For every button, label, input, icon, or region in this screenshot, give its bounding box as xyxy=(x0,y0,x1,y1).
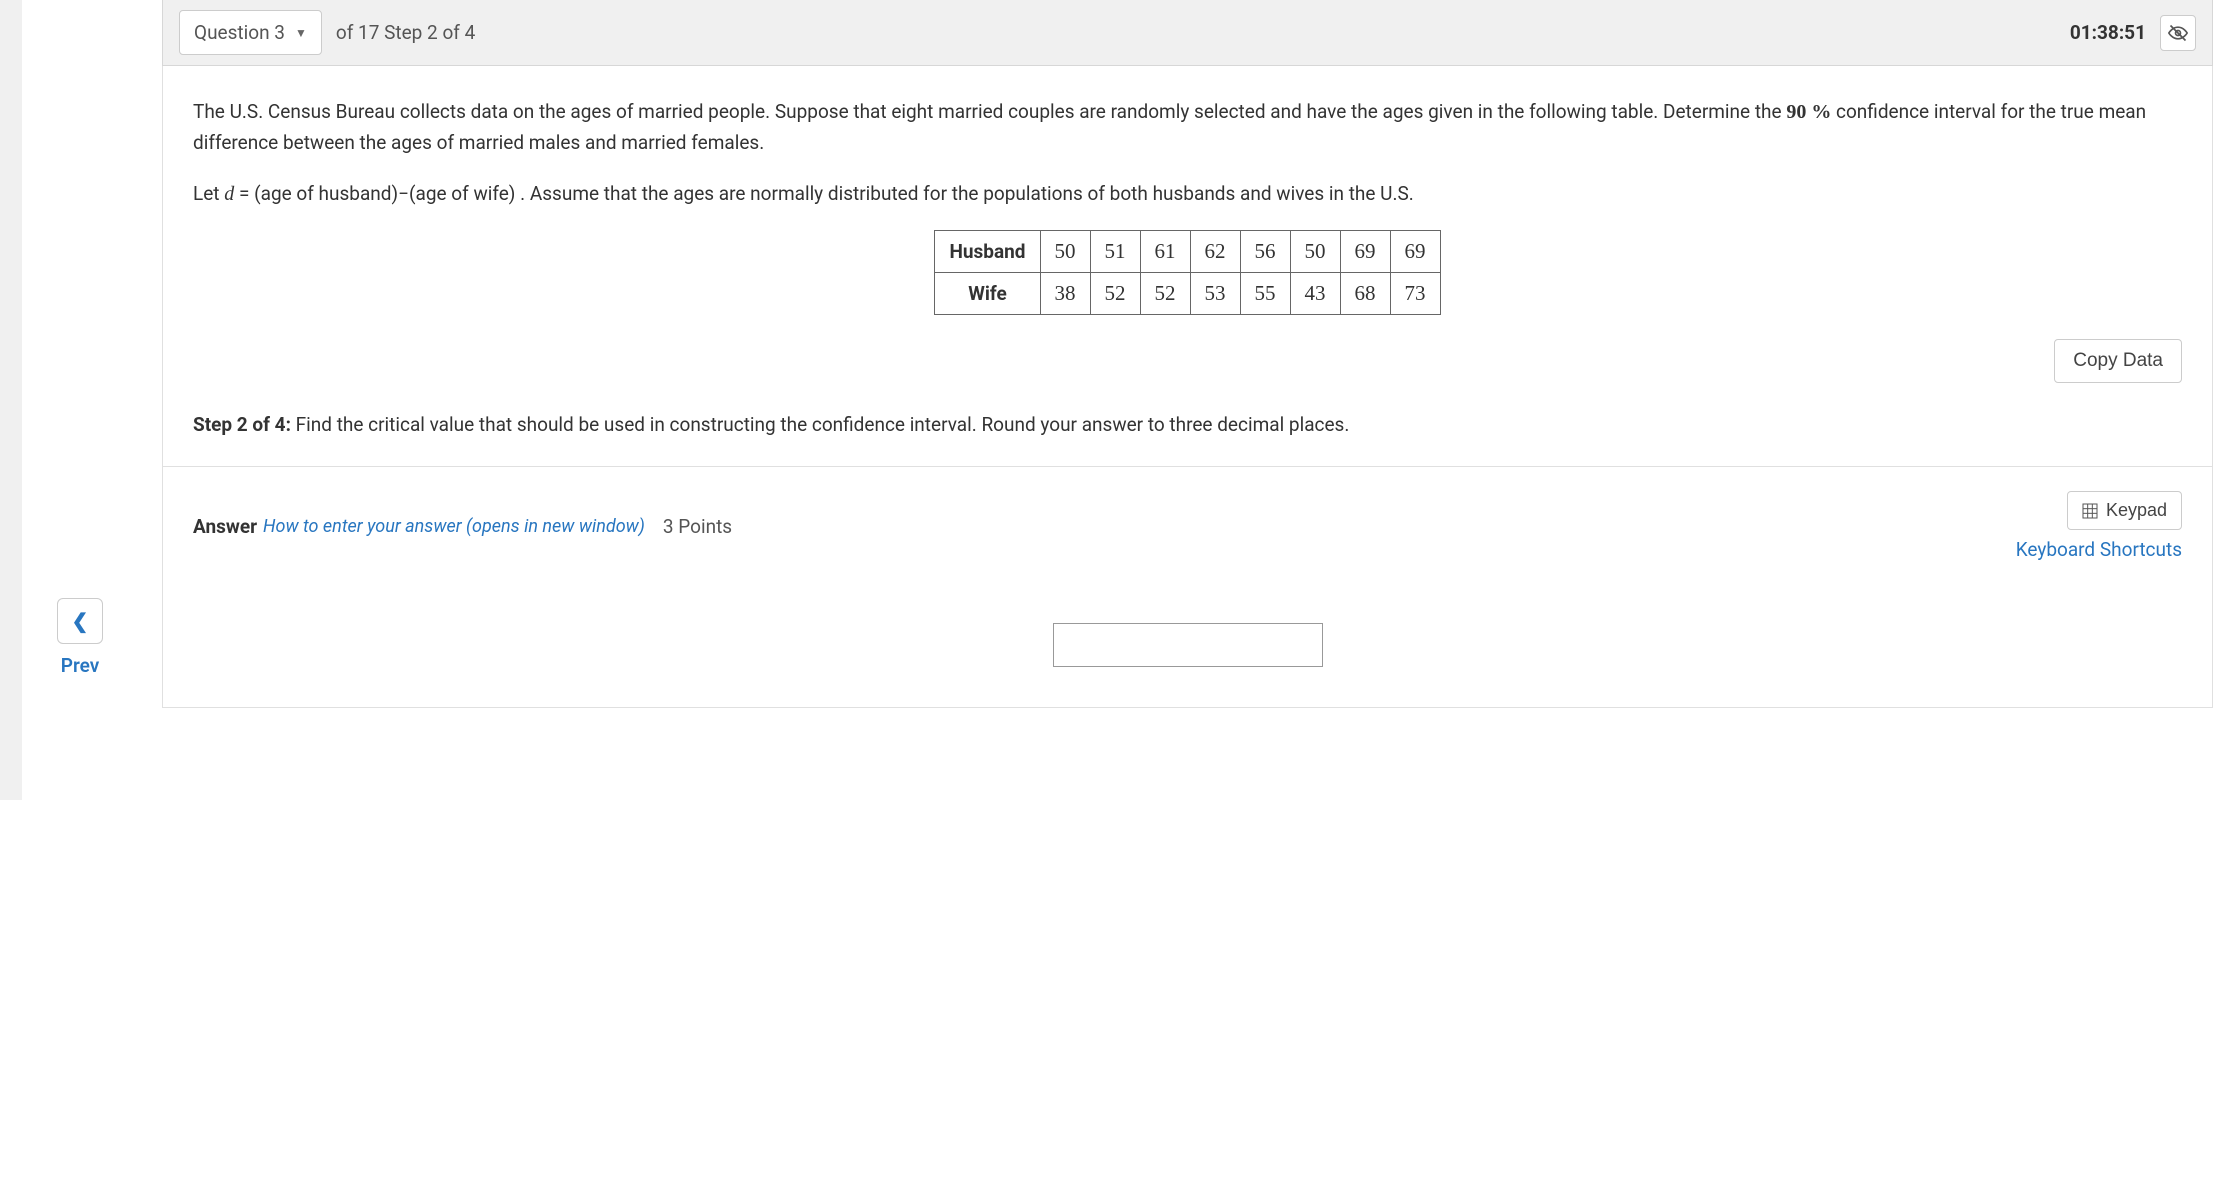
table-cell: 51 xyxy=(1090,231,1140,273)
step-text: Find the critical value that should be u… xyxy=(291,413,1349,436)
prev-nav: ❮ Prev xyxy=(50,598,110,677)
table-cell: 62 xyxy=(1190,231,1240,273)
prev-button[interactable]: ❮ xyxy=(57,598,103,644)
prompt-text: (age of husband)−(age of wife) . Assume … xyxy=(254,182,1414,205)
prompt-text: The U.S. Census Bureau collects data on … xyxy=(193,100,1786,123)
table-cell: 52 xyxy=(1140,273,1190,315)
answer-input[interactable] xyxy=(1053,623,1323,667)
table-cell: 68 xyxy=(1340,273,1390,315)
table-row: Husband 50 51 61 62 56 50 69 69 xyxy=(935,231,1440,273)
prompt-text: Let xyxy=(193,182,224,205)
table-cell: 50 xyxy=(1040,231,1090,273)
table-cell: 61 xyxy=(1140,231,1190,273)
step-label: Step 2 of 4: xyxy=(193,413,291,436)
eye-off-icon xyxy=(2168,23,2188,43)
answer-section: Answer How to enter your answer (opens i… xyxy=(163,466,2212,667)
question-content: The U.S. Census Bureau collects data on … xyxy=(162,66,2213,708)
keypad-label: Keypad xyxy=(2106,500,2167,521)
question-selector-label: Question 3 xyxy=(194,21,285,44)
table-row: Wife 38 52 52 53 55 43 68 73 xyxy=(935,273,1440,315)
copy-data-button[interactable]: Copy Data xyxy=(2054,339,2182,383)
row-header-wife: Wife xyxy=(935,273,1040,315)
keypad-icon xyxy=(2082,503,2098,519)
table-cell: 38 xyxy=(1040,273,1090,315)
confidence-percent: 90 % xyxy=(1786,101,1831,123)
caret-down-icon: ▼ xyxy=(295,26,307,40)
table-cell: 55 xyxy=(1240,273,1290,315)
step-instruction: Step 2 of 4: Find the critical value tha… xyxy=(193,413,2182,436)
keypad-button[interactable]: Keypad xyxy=(2067,491,2182,530)
answer-label: Answer xyxy=(193,515,257,538)
left-rail xyxy=(0,0,22,800)
ages-table: Husband 50 51 61 62 56 50 69 69 Wife 38 … xyxy=(934,230,1440,315)
visibility-toggle[interactable] xyxy=(2160,15,2196,51)
timer: 01:38:51 xyxy=(2070,21,2146,44)
variable-d: d xyxy=(224,183,234,205)
table-cell: 52 xyxy=(1090,273,1140,315)
table-cell: 53 xyxy=(1190,273,1240,315)
points-label: 3 Points xyxy=(663,515,732,538)
progress-text: of 17 Step 2 of 4 xyxy=(336,21,475,44)
table-cell: 69 xyxy=(1340,231,1390,273)
chevron-left-icon: ❮ xyxy=(72,609,89,634)
answer-hint-link[interactable]: How to enter your answer (opens in new w… xyxy=(263,516,645,537)
table-cell: 56 xyxy=(1240,231,1290,273)
row-header-husband: Husband xyxy=(935,231,1040,273)
table-cell: 43 xyxy=(1290,273,1340,315)
prev-label: Prev xyxy=(50,654,110,677)
equals-sign: = xyxy=(234,182,254,205)
prompt: The U.S. Census Bureau collects data on … xyxy=(193,96,2182,210)
keyboard-shortcuts-link[interactable]: Keyboard Shortcuts xyxy=(2016,538,2182,561)
prompt-paragraph-2: Let d = (age of husband)−(age of wife) .… xyxy=(193,178,2182,210)
question-selector[interactable]: Question 3 ▼ xyxy=(179,10,322,55)
table-cell: 69 xyxy=(1390,231,1440,273)
prompt-paragraph-1: The U.S. Census Bureau collects data on … xyxy=(193,96,2182,158)
table-cell: 50 xyxy=(1290,231,1340,273)
question-header: Question 3 ▼ of 17 Step 2 of 4 01:38:51 xyxy=(162,0,2213,66)
table-cell: 73 xyxy=(1390,273,1440,315)
